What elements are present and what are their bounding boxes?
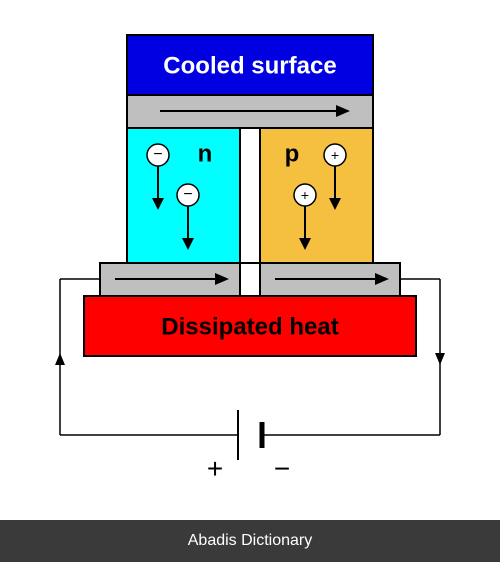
n-block-label: n: [198, 140, 213, 167]
dissipated-heat-label: Dissipated heat: [161, 313, 338, 340]
p-block-label: p: [285, 140, 300, 167]
svg-text:−: −: [183, 186, 192, 203]
svg-text:+: +: [301, 187, 309, 203]
svg-text:+: +: [331, 147, 339, 163]
battery-positive-label: +: [207, 453, 223, 484]
battery-symbol: [238, 410, 262, 460]
center-gap: [240, 128, 260, 263]
caption-text: Abadis Dictionary: [188, 532, 313, 550]
caption-bar: Abadis Dictionary: [0, 520, 500, 562]
cooled-surface-label: Cooled surface: [163, 52, 336, 79]
svg-text:−: −: [153, 146, 162, 163]
peltier-diagram: Cooled surface n − − p +: [0, 0, 500, 520]
battery-negative-label: −: [274, 453, 290, 484]
